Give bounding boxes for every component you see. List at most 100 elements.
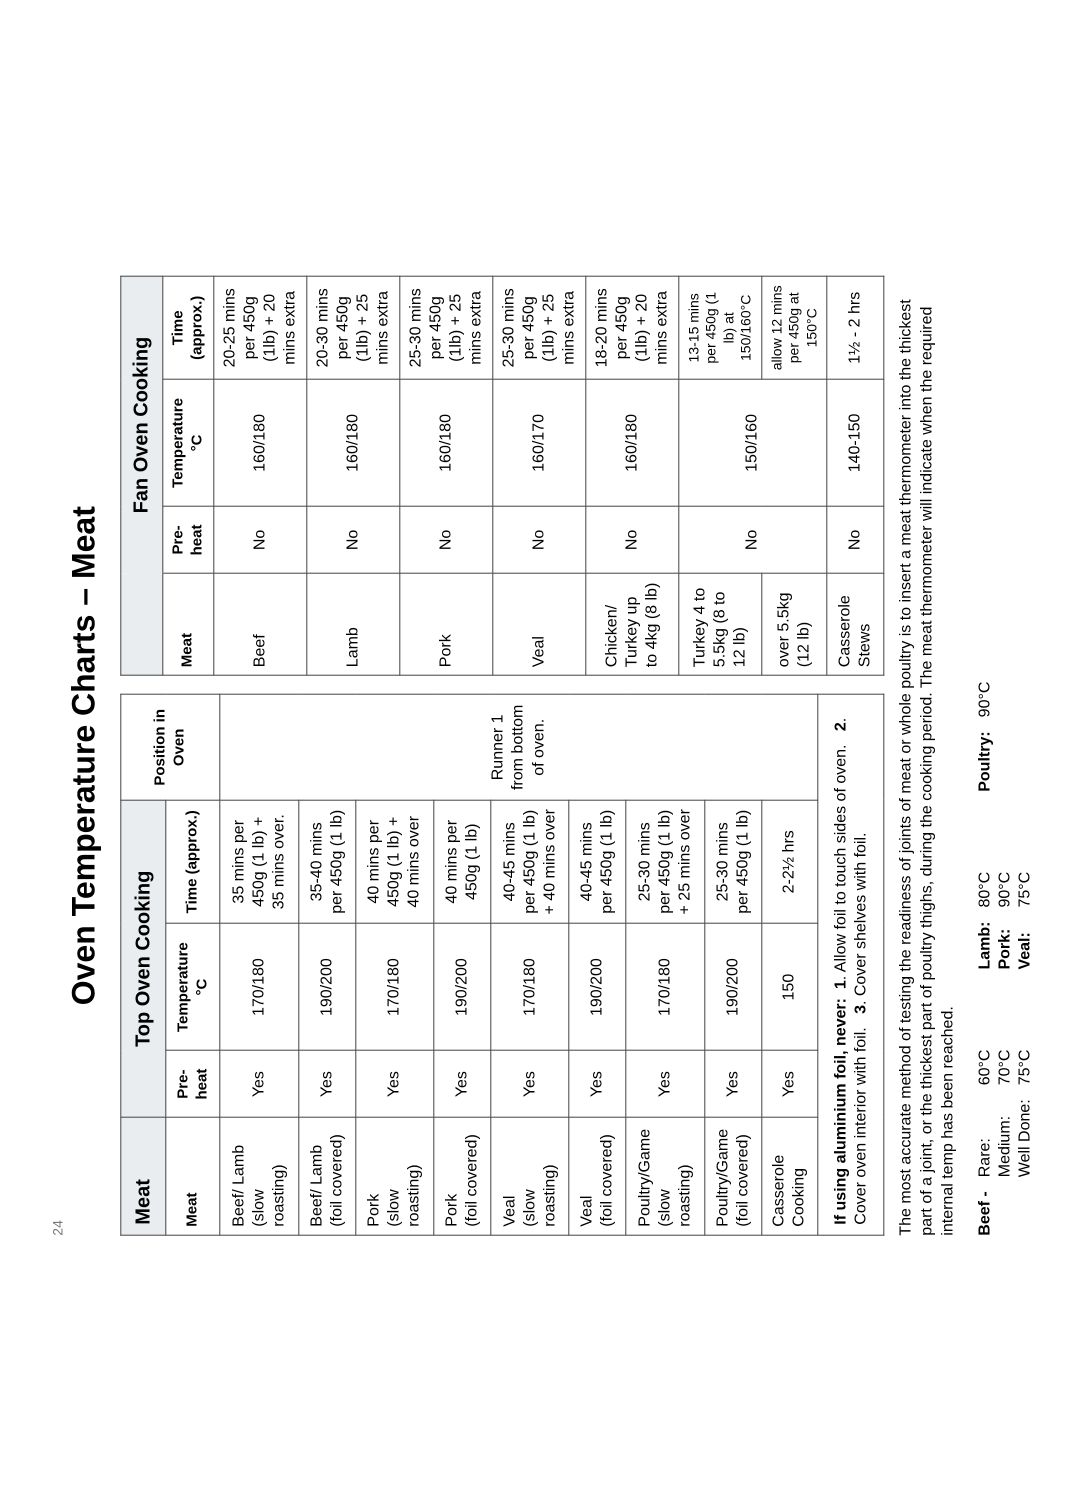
veal-val: 75°C — [1017, 872, 1035, 908]
table-row: Turkey 4 to 5.5kg (8 to 12 lb) No 150/16… — [678, 276, 761, 676]
cell-time: allow 12 mins per 450g at 150°C — [761, 276, 827, 379]
cell-temp: 160/180 — [213, 379, 306, 506]
cell-preheat: No — [827, 506, 884, 573]
rare-val: 60°C — [977, 1049, 995, 1085]
table-row: Veal No 160/170 25-30 mins per 450g (1lb… — [492, 276, 585, 676]
cell-time: 35-40 mins per 450g (1 lb) — [299, 800, 356, 924]
rare-label: Rare: — [977, 1099, 995, 1177]
cell-preheat: Yes — [491, 1050, 569, 1117]
meat-name: Veal — [500, 1126, 520, 1227]
col-preheat: Pre-heat — [163, 506, 214, 573]
meat-name: Pork — [365, 1126, 385, 1227]
page-number: 24 — [49, 275, 65, 1235]
meat-sub: (slow roasting) — [655, 1126, 695, 1227]
table-row: Casserole Stews No 140-150 1½ - 2 hrs — [827, 276, 884, 676]
cell-temp: 190/200 — [299, 923, 356, 1050]
section-label-meat: Meat — [121, 1117, 166, 1235]
cell-temp: 170/180 — [626, 923, 704, 1050]
cell-time: 40-45 mins per 450g (1 lb) + 40 mins ove… — [491, 800, 569, 924]
internal-temps: Beef - Rare: Medium: Well Done: 60°C 70°… — [977, 275, 1035, 1235]
cell-time: 40-45 mins per 450g (1 lb) — [569, 800, 626, 924]
meat-sub: (foil covered) — [327, 1126, 347, 1227]
poultry-val: 90°C — [977, 681, 1035, 717]
cell-time: 40 mins per 450g (1 lb) + 40 mins over — [355, 800, 433, 924]
col-temp: Temperature °C — [166, 923, 220, 1050]
poultry-label: Poultry: — [977, 731, 1035, 791]
col-meat: Meat — [166, 1117, 220, 1235]
meat-sub: (slow roasting) — [520, 1126, 560, 1227]
cell-preheat: Yes — [761, 1050, 818, 1117]
col-time: Time (approx.) — [163, 276, 214, 379]
cell-time: 40 mins per 450g (1 lb) — [434, 800, 491, 924]
table-row: Beef No 160/180 20-25 mins per 450g (1lb… — [213, 276, 306, 676]
cell-time: 25-30 mins per 450g (1lb) + 25 mins extr… — [492, 276, 585, 379]
cell-preheat: Yes — [704, 1050, 761, 1117]
cell-preheat: No — [585, 506, 678, 573]
cell-meat: Lamb — [306, 573, 399, 675]
foil-note-row: If using aluminium foil, never: 1. Allow… — [818, 694, 884, 1235]
meat-name: Beef/ Lamb — [229, 1126, 249, 1227]
cell-temp: 160/180 — [585, 379, 678, 506]
meat-name: Pork — [442, 1126, 462, 1227]
lamb-label: Lamb: — [977, 921, 995, 969]
cell-preheat: Yes — [220, 1050, 298, 1117]
meat-name: Beef/ Lamb — [307, 1126, 327, 1227]
cell-time: 1½ - 2 hrs — [827, 276, 884, 379]
top-oven-table: Meat Top Oven Cooking Position in Oven M… — [120, 694, 884, 1236]
lamb-val: 80°C — [977, 872, 995, 908]
cell-meat: Turkey 4 to 5.5kg (8 to 12 lb) — [678, 573, 761, 675]
cell-meat: Pork — [399, 573, 492, 675]
temps-lpv: Lamb: Pork: Veal: 80°C 90°C 75°C — [977, 872, 1035, 970]
cell-preheat: Yes — [626, 1050, 704, 1117]
cell-time: 25-30 mins per 450g (1 lb) — [704, 800, 761, 924]
section-blank — [121, 573, 163, 675]
tables-wrapper: Meat Top Oven Cooking Position in Oven M… — [120, 275, 884, 1235]
table-row: Chicken/ Turkey up to 4kg (8 lb) No 160/… — [585, 276, 678, 676]
cell-temp: 190/200 — [434, 923, 491, 1050]
page-content: 24 Oven Temperature Charts – Meat Meat T… — [5, 215, 1074, 1295]
foil-text: . Cover shelves with foil. — [852, 832, 869, 1005]
temps-poultry: Poultry: 90°C — [977, 681, 1035, 791]
cell-temp: 160/180 — [399, 379, 492, 506]
col-time: Time (approx.) — [166, 800, 220, 924]
meat-name: Poultry/Game — [713, 1126, 733, 1227]
cell-preheat: No — [306, 506, 399, 573]
cell-preheat: No — [678, 506, 827, 573]
medium-val: 70°C — [997, 1049, 1015, 1085]
table-row: Pork No 160/180 25-30 mins per 450g (1lb… — [399, 276, 492, 676]
cell-temp: 190/200 — [704, 923, 761, 1050]
table-row: Beef/ Lamb(slow roasting) Yes 170/180 35… — [220, 694, 298, 1235]
cell-time: 20-30 mins per 450g (1lb) + 25 mins extr… — [306, 276, 399, 379]
meat-sub: Cooking — [790, 1126, 810, 1227]
cell-preheat: No — [399, 506, 492, 573]
meat-sub: (slow roasting) — [249, 1126, 289, 1227]
cell-temp: 190/200 — [569, 923, 626, 1050]
meat-name: Veal — [578, 1126, 598, 1227]
meat-name: Casserole — [770, 1126, 790, 1227]
section-heading-fan-oven: Fan Oven Cooking — [121, 276, 163, 573]
foil-num: 1 — [832, 980, 849, 989]
pork-label: Pork: — [997, 921, 1015, 969]
cell-meat: Casserole Stews — [827, 573, 884, 675]
cell-temp: 170/180 — [220, 923, 298, 1050]
cell-temp: 170/180 — [491, 923, 569, 1050]
cell-preheat: No — [213, 506, 306, 573]
cell-time: 25-30 mins per 450g (1lb) + 25 mins extr… — [399, 276, 492, 379]
cell-time: 13-15 mins per 450g (1 lb) at 150/160°C — [678, 276, 761, 379]
welldone-val: 75°C — [1017, 1049, 1035, 1085]
col-position: Position in Oven — [121, 694, 220, 799]
table-row: Lamb No 160/180 20-30 mins per 450g (1lb… — [306, 276, 399, 676]
col-temp: Temperature °C — [163, 379, 214, 506]
beef-label: Beef - — [977, 1191, 1035, 1235]
foil-num: 2 — [832, 722, 849, 731]
medium-label: Medium: — [997, 1099, 1015, 1177]
section-heading-top-oven: Top Oven Cooking — [121, 800, 166, 1118]
cell-temp: 170/180 — [355, 923, 433, 1050]
welldone-label: Well Done: — [1017, 1099, 1035, 1177]
cell-time: 25-30 mins per 450g (1 lb) + 25 mins ove… — [626, 800, 704, 924]
cell-preheat: Yes — [299, 1050, 356, 1117]
temps-beef: Beef - Rare: Medium: Well Done: 60°C 70°… — [977, 1049, 1035, 1235]
cell-time: 20-25 mins per 450g (1lb) + 20 mins extr… — [213, 276, 306, 379]
meat-sub: (foil covered) — [598, 1126, 618, 1227]
veal-label: Veal: — [1017, 921, 1035, 969]
